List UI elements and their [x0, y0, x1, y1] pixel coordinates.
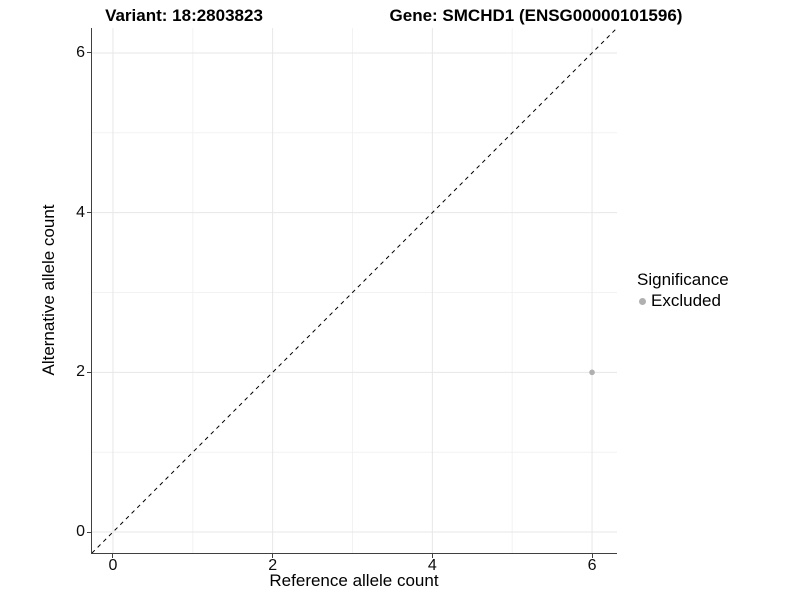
x-axis-tick-label: 4 [427, 557, 437, 574]
y-axis-tick-mark [87, 52, 91, 54]
y-axis-title: Alternative allele count [39, 204, 58, 376]
y-axis-tick-mark [87, 371, 91, 373]
x-axis-tick-label: 6 [587, 557, 597, 574]
legend: Significance Excluded [629, 270, 729, 311]
x-axis-tick-label: 2 [268, 557, 278, 574]
y-axis-tick-label: 6 [76, 43, 85, 61]
plot-title-gene: Gene: SMCHD1 (ENSG00000101596) [389, 6, 683, 25]
x-axis-tick-mark [272, 554, 274, 558]
legend-item-label: Excluded [651, 291, 721, 310]
excluded-point-icon [639, 297, 646, 305]
y-axis-tick-mark [87, 531, 91, 533]
x-axis-tick-mark [112, 554, 114, 558]
data-point-excluded [589, 369, 595, 376]
plot-panel [91, 28, 617, 554]
legend-item-excluded: Excluded [629, 291, 729, 311]
plot-title-variant: Variant: 18:2803823 [105, 6, 263, 25]
x-axis-tick-label: 0 [108, 557, 118, 574]
y-axis-tick-mark [87, 212, 91, 214]
identity-reference-line [92, 28, 617, 553]
scatter-plot-canvas [92, 28, 617, 553]
y-axis-tick-label: 4 [76, 203, 85, 221]
y-axis-tick-label: 2 [76, 363, 85, 381]
x-axis-tick-mark [431, 554, 433, 558]
x-axis-tick-mark [591, 554, 593, 558]
legend-title: Significance [637, 270, 729, 289]
x-axis-title: Reference allele count [269, 571, 439, 590]
y-axis-tick-label: 0 [76, 523, 85, 541]
